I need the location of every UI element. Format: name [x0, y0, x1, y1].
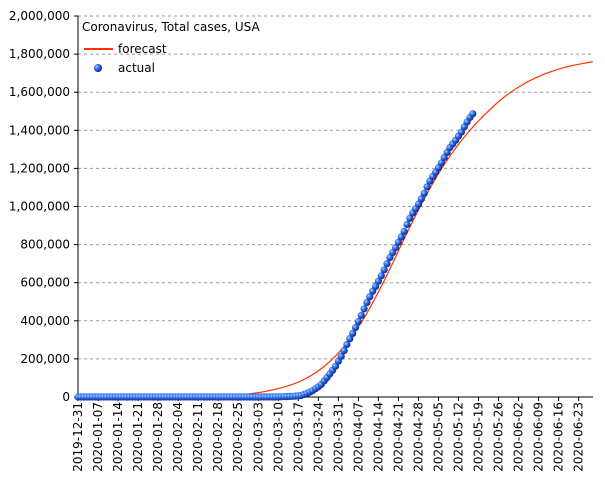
- legend-actual-label: actual: [118, 61, 155, 75]
- gridlines: [78, 15, 593, 360]
- x-tick-label: 2020-02-04: [171, 402, 185, 472]
- x-tick-labels: 2019-12-31 2020-01-07 2020-01-14 2020-01-21…: [71, 397, 586, 472]
- y-tick-label: 1,000,000: [9, 200, 70, 214]
- actual-point: [340, 347, 348, 355]
- x-tick-label: 2020-02-25: [231, 402, 245, 472]
- x-tick-label: 2020-05-19: [472, 402, 486, 472]
- actual-point: [397, 233, 405, 241]
- actual-series: [74, 110, 477, 401]
- y-tick-label: 2,000,000: [9, 9, 70, 23]
- actual-point: [423, 183, 431, 191]
- actual-point: [357, 311, 365, 319]
- actual-point: [377, 272, 385, 280]
- x-tick-label: 2020-03-17: [291, 402, 305, 472]
- y-tick-label: 1,400,000: [9, 123, 70, 137]
- actual-point: [351, 323, 360, 332]
- x-tick-label: 2020-04-07: [351, 402, 365, 472]
- actual-point: [337, 352, 345, 360]
- actual-point: [363, 298, 371, 306]
- x-tick-label: 2020-01-07: [91, 402, 105, 472]
- actual-point: [374, 277, 382, 285]
- y-tick-label: 400,000: [20, 314, 70, 328]
- x-tick-label: 2020-05-12: [452, 402, 466, 472]
- actual-point: [469, 110, 477, 118]
- x-tick-label: 2020-01-28: [151, 402, 165, 472]
- y-tick-label: 600,000: [20, 276, 70, 290]
- actual-point: [403, 220, 411, 229]
- actual-point: [349, 329, 357, 337]
- y-tick-label: 1,800,000: [9, 47, 70, 61]
- y-tick-label: 1,200,000: [9, 161, 70, 175]
- legend-actual-marker: [94, 64, 102, 72]
- x-tick-label: 2020-01-21: [131, 402, 145, 472]
- x-tick-label: 2020-03-03: [251, 402, 265, 472]
- forecast-series: [223, 61, 594, 398]
- actual-point: [366, 293, 374, 301]
- x-tick-label: 2020-03-24: [311, 402, 325, 472]
- x-tick-label: 2020-05-26: [492, 402, 506, 472]
- y-tick-label: 1,600,000: [9, 85, 70, 99]
- x-tick-label: 2020-05-05: [432, 402, 446, 472]
- x-tick-label: 2020-06-09: [532, 402, 546, 472]
- x-tick-label: 2020-02-18: [211, 402, 225, 472]
- x-tick-label: 2020-04-28: [411, 402, 425, 472]
- actual-point: [406, 214, 414, 222]
- x-tick-label: 2020-06-02: [512, 402, 526, 472]
- legend: forecast actual: [84, 42, 167, 75]
- x-tick-label: 2019-12-31: [71, 402, 85, 472]
- x-tick-label: 2020-03-10: [271, 402, 285, 472]
- x-tick-label: 2020-04-21: [391, 402, 405, 472]
- actual-point: [392, 244, 400, 252]
- actual-point: [417, 195, 425, 203]
- x-tick-label: 2020-01-14: [111, 402, 125, 472]
- actual-point: [360, 305, 368, 313]
- actual-point: [437, 159, 445, 167]
- chart-title: Coronavirus, Total cases, USA: [82, 20, 260, 34]
- actual-point: [420, 189, 428, 197]
- axes: [77, 16, 593, 398]
- x-tick-label: 2020-04-14: [371, 402, 385, 472]
- x-tick-label: 2020-06-23: [572, 402, 586, 472]
- x-tick-label: 2020-02-11: [191, 402, 205, 472]
- y-tick-label: 0: [62, 390, 70, 404]
- y-tick-labels: 0 200,000 400,000 600,000 800,000 1,000,000 1,…: [9, 9, 78, 404]
- actual-point: [394, 238, 402, 246]
- forecast-line: [223, 61, 594, 398]
- actual-point: [343, 340, 351, 349]
- x-tick-label: 2020-03-31: [331, 402, 345, 472]
- actual-point: [354, 317, 362, 326]
- y-tick-label: 200,000: [20, 352, 70, 366]
- actual-point: [383, 260, 391, 268]
- actual-point: [400, 227, 408, 235]
- legend-forecast-label: forecast: [118, 42, 167, 56]
- x-tick-label: 2020-06-16: [552, 402, 566, 472]
- actual-point: [346, 335, 354, 343]
- actual-point: [380, 266, 388, 274]
- y-tick-label: 800,000: [20, 238, 70, 252]
